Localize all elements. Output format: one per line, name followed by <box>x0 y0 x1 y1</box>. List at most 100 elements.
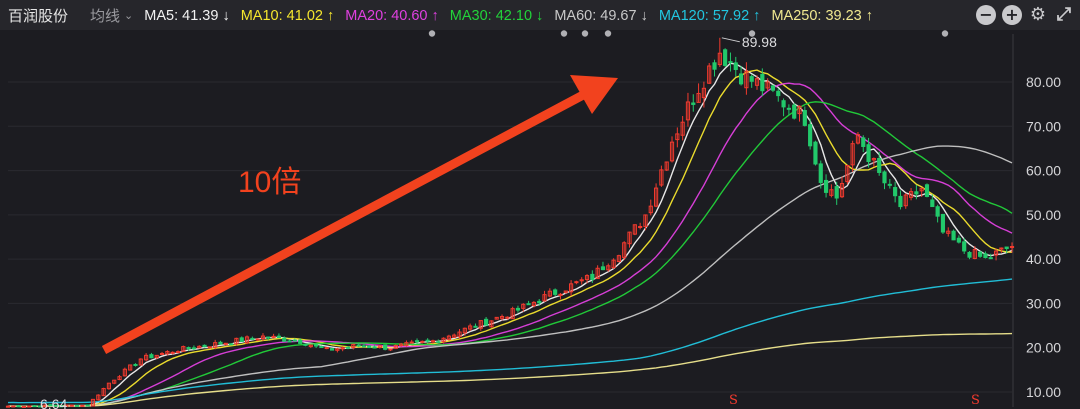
candle-body <box>377 345 382 348</box>
candle <box>754 75 760 90</box>
signal-marker-s[interactable]: S <box>729 393 738 408</box>
candle-body <box>250 337 255 340</box>
candle <box>962 237 967 254</box>
candle-body <box>616 255 621 262</box>
candle <box>351 343 356 350</box>
candle-body <box>792 104 797 119</box>
candle-body <box>133 363 138 366</box>
candle-body <box>983 253 988 259</box>
candle <box>101 387 106 397</box>
ma-label: MA120 <box>658 7 705 24</box>
candle-body <box>622 242 627 258</box>
candle-body <box>850 143 855 166</box>
candle <box>526 300 531 306</box>
candle-body <box>128 364 133 371</box>
candle <box>74 404 80 407</box>
candle <box>388 348 393 352</box>
candle <box>935 204 940 223</box>
candle <box>537 299 542 306</box>
candle <box>356 343 361 347</box>
candle-body <box>345 346 351 349</box>
candle-body <box>388 348 393 351</box>
candle-body <box>292 339 297 342</box>
zoom-out-icon[interactable]: − <box>976 5 996 25</box>
candle-body <box>797 105 802 115</box>
candle-body <box>218 341 223 345</box>
candle-body <box>712 62 717 70</box>
candle-body <box>908 191 914 198</box>
event-marker-dot[interactable] <box>560 30 568 37</box>
candle <box>165 350 170 356</box>
candlestick-chart[interactable]: 80.00 70.00 60.00 50.00 40.00 30.00 20.00 10.00… <box>0 30 1080 409</box>
ma-value: 49.67 <box>600 7 637 24</box>
max-price-label: 89.98 <box>742 34 777 50</box>
candle <box>760 68 765 97</box>
candle <box>478 320 483 331</box>
candle <box>335 347 340 353</box>
candle-body <box>563 290 568 293</box>
event-marker-dot[interactable] <box>941 30 949 37</box>
y-tick-label: 60.00 <box>1026 163 1061 179</box>
candle <box>983 251 988 259</box>
y-tick-label: 70.00 <box>1026 118 1061 134</box>
candle-body <box>696 92 701 103</box>
y-tick-label: 20.00 <box>1026 340 1061 356</box>
event-marker-dot[interactable] <box>581 30 589 37</box>
candle <box>579 277 584 285</box>
candle <box>866 137 871 168</box>
candle-body <box>229 343 234 346</box>
candle-body <box>213 342 218 348</box>
candle-body <box>882 171 887 184</box>
candle <box>499 314 505 321</box>
candle-body <box>383 344 388 350</box>
candle <box>462 327 467 336</box>
candle-body <box>675 133 680 141</box>
ma-label: MA20 <box>345 7 384 24</box>
candle-body <box>287 340 292 343</box>
chevron-down-icon[interactable]: ⌄ <box>124 9 134 22</box>
candle-body <box>653 187 659 207</box>
candle <box>685 92 691 127</box>
candle <box>319 345 324 349</box>
event-marker-dot[interactable] <box>428 30 436 37</box>
candle <box>59 405 64 408</box>
ma-direction-icon: ↓ <box>218 7 230 24</box>
ma-direction-icon: ↑ <box>322 7 335 24</box>
expand-icon[interactable]: ⤢ <box>1056 4 1072 25</box>
candle <box>27 405 32 408</box>
candle-body <box>611 259 616 269</box>
candle <box>64 404 69 407</box>
grid <box>8 81 1012 393</box>
candle <box>420 340 425 344</box>
candle-body <box>430 340 436 343</box>
candle-body <box>367 345 372 349</box>
candle-body <box>600 266 606 271</box>
candle <box>207 346 212 349</box>
ma-indicator-ma30: MA30: 42.10 ↓ <box>449 7 544 24</box>
candle <box>468 323 473 332</box>
candle-body <box>340 347 345 350</box>
event-marker-dot[interactable] <box>748 30 756 37</box>
candle-body <box>154 354 159 359</box>
candle-body <box>988 257 993 260</box>
signal-marker-s[interactable]: S <box>971 393 980 408</box>
candle-body <box>324 347 329 350</box>
candle-body <box>181 346 186 352</box>
gear-icon[interactable]: ⚙ <box>1029 4 1047 25</box>
candle <box>563 290 568 294</box>
candle <box>786 104 791 116</box>
candle-body <box>186 347 191 350</box>
candle-body <box>914 191 919 195</box>
candle <box>590 270 595 283</box>
candle-body <box>21 405 27 408</box>
candle <box>908 188 914 201</box>
candle <box>972 246 977 260</box>
candle <box>558 292 563 300</box>
candle-body <box>112 379 117 384</box>
ma-value: 40.60 <box>391 7 428 24</box>
view-mode-selector[interactable]: 均线 <box>90 6 121 25</box>
candle-body <box>234 337 239 345</box>
zoom-in-icon[interactable]: + <box>1002 5 1022 25</box>
event-marker-dot[interactable] <box>604 30 612 37</box>
candle <box>531 301 536 308</box>
